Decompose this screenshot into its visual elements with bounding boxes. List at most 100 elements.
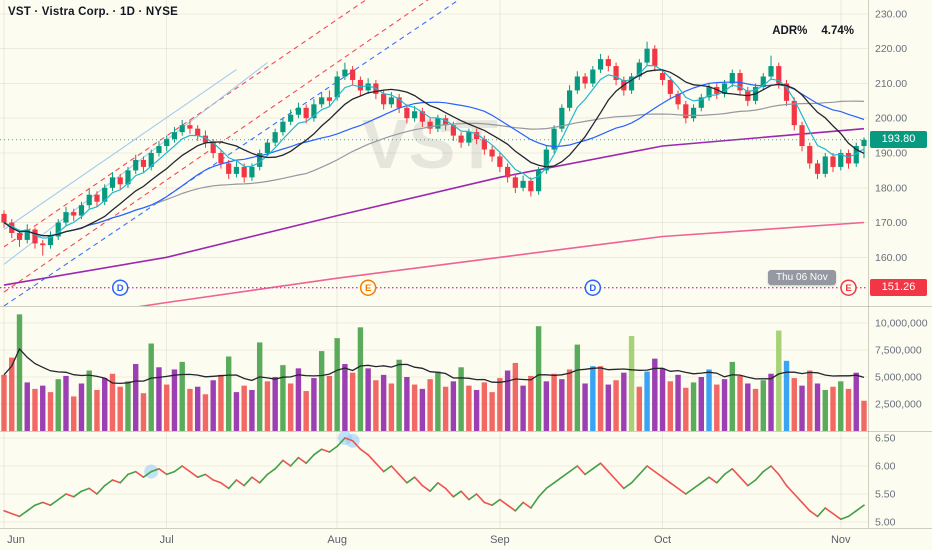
candle bbox=[799, 125, 805, 147]
svg-text:D: D bbox=[117, 283, 124, 294]
candle bbox=[466, 132, 472, 143]
watermark: VST bbox=[362, 105, 498, 183]
candle bbox=[102, 187, 108, 202]
candle bbox=[822, 156, 828, 174]
candle bbox=[512, 177, 518, 188]
price-axis[interactable] bbox=[868, 0, 932, 528]
current-price-badge: 193.80 bbox=[870, 131, 927, 149]
candle bbox=[853, 146, 859, 164]
candle bbox=[47, 236, 54, 246]
candle bbox=[721, 83, 728, 94]
svg-text:Nov: Nov bbox=[831, 534, 851, 546]
candle bbox=[613, 66, 619, 80]
candle bbox=[396, 97, 402, 108]
candle bbox=[342, 69, 348, 77]
candle bbox=[86, 194, 92, 206]
candle bbox=[729, 73, 735, 84]
svg-text:D: D bbox=[589, 283, 596, 294]
candle bbox=[334, 76, 340, 98]
candle bbox=[559, 107, 565, 129]
candle bbox=[412, 111, 418, 119]
candle bbox=[94, 194, 100, 202]
candle bbox=[187, 125, 193, 129]
candle bbox=[195, 128, 201, 136]
candle bbox=[481, 139, 487, 150]
candle bbox=[474, 132, 480, 140]
candle bbox=[737, 73, 743, 91]
level-price-badge: 151.26 bbox=[870, 279, 927, 297]
candle bbox=[148, 153, 154, 167]
symbol-legend[interactable]: VST · Vistra Corp. · 1D · NYSE bbox=[8, 6, 179, 18]
candle bbox=[814, 163, 821, 174]
event-tooltip: Thu 06 Nov bbox=[768, 270, 836, 285]
candle bbox=[551, 128, 557, 150]
candle bbox=[233, 166, 240, 174]
time-axis[interactable] bbox=[0, 528, 932, 550]
candle bbox=[288, 114, 294, 122]
candle bbox=[427, 121, 433, 129]
svg-text:5.50: 5.50 bbox=[875, 489, 896, 501]
candle bbox=[528, 180, 534, 192]
candle bbox=[109, 177, 116, 188]
candle bbox=[807, 146, 813, 164]
candle bbox=[543, 149, 549, 171]
candle bbox=[443, 118, 449, 126]
candle bbox=[706, 86, 712, 98]
svg-text:210.00: 210.00 bbox=[875, 78, 907, 90]
svg-text:5,000,000: 5,000,000 bbox=[875, 372, 922, 384]
candle bbox=[861, 139, 867, 147]
candle bbox=[489, 149, 495, 157]
indicator-name: ADR% bbox=[772, 25, 808, 37]
event-marker-d bbox=[584, 279, 602, 296]
candle bbox=[365, 83, 371, 91]
candle bbox=[776, 66, 782, 84]
candle bbox=[628, 76, 635, 91]
candle bbox=[264, 142, 271, 153]
candle bbox=[78, 205, 85, 216]
candle bbox=[179, 125, 185, 133]
candle bbox=[505, 166, 511, 178]
adr-indicator-layer bbox=[3, 431, 865, 521]
candle bbox=[768, 66, 774, 77]
svg-text:Aug: Aug bbox=[327, 534, 347, 546]
svg-text:220.00: 220.00 bbox=[875, 43, 907, 55]
candle bbox=[566, 90, 573, 108]
svg-text:160.00: 160.00 bbox=[875, 252, 907, 264]
candle bbox=[535, 170, 542, 192]
candle bbox=[272, 132, 278, 143]
candle bbox=[652, 48, 658, 67]
svg-text:6.00: 6.00 bbox=[875, 461, 896, 473]
candle bbox=[830, 156, 836, 167]
volume-layer bbox=[1, 314, 867, 431]
svg-text:E: E bbox=[365, 283, 371, 294]
candle bbox=[845, 153, 852, 164]
event-marker-d bbox=[111, 279, 129, 296]
candle bbox=[574, 76, 580, 91]
event-marker-e bbox=[840, 279, 857, 296]
candle bbox=[63, 212, 69, 223]
svg-text:230.00: 230.00 bbox=[875, 8, 907, 20]
candle bbox=[675, 93, 681, 105]
candle bbox=[350, 69, 356, 80]
svg-text:7,500,000: 7,500,000 bbox=[875, 345, 922, 357]
candle bbox=[133, 159, 139, 171]
svg-text:Oct: Oct bbox=[654, 534, 671, 546]
candle bbox=[249, 166, 255, 178]
candle bbox=[164, 139, 170, 147]
candle bbox=[644, 48, 650, 63]
candle bbox=[381, 93, 387, 105]
svg-text:170.00: 170.00 bbox=[875, 217, 907, 229]
indicator-legend[interactable]: ADR% 4.74% bbox=[772, 25, 854, 37]
svg-text:190.00: 190.00 bbox=[875, 148, 907, 160]
candle bbox=[435, 118, 441, 129]
svg-text:Sep: Sep bbox=[490, 534, 510, 546]
candle bbox=[71, 212, 77, 216]
svg-text:200.00: 200.00 bbox=[875, 113, 907, 125]
candle bbox=[257, 153, 263, 167]
candle bbox=[218, 153, 224, 164]
candle bbox=[280, 121, 286, 133]
svg-text:180.00: 180.00 bbox=[875, 182, 907, 194]
candle bbox=[760, 76, 766, 87]
